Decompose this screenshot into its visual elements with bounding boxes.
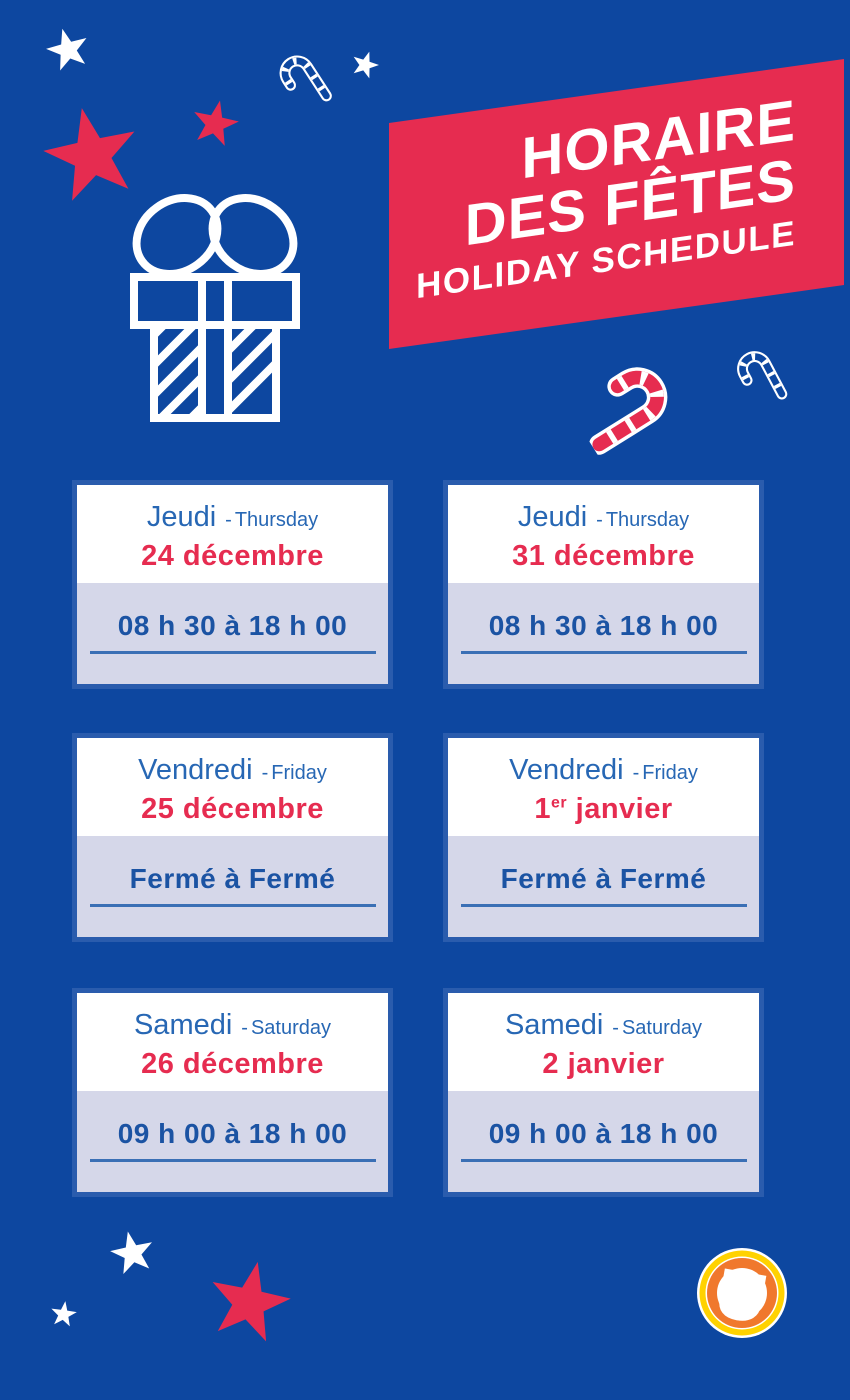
card-hours-section: 09 h 00 à 18 h 00 <box>448 1091 759 1192</box>
star-icon <box>188 95 243 148</box>
schedule-card-dec-24: Jeudi - Thursday 24 décembre 08 h 30 à 18 … <box>72 480 393 689</box>
date-label: 31 décembre <box>448 540 759 573</box>
day-fr: Jeudi <box>517 501 588 533</box>
schedule-card-dec-26: Samedi - Saturday 26 décembre 09 h 00 à 18… <box>72 988 393 1197</box>
hours-label: 08 h 30 à 18 h 00 <box>117 609 348 641</box>
star-icon <box>49 1299 79 1328</box>
day-fr: Samedi <box>504 1009 604 1041</box>
day-en: Friday <box>642 762 698 784</box>
day-en: Thursday <box>605 509 690 531</box>
date-ordinal: er <box>551 794 568 812</box>
card-header: Jeudi - Thursday 31 décembre <box>448 485 759 583</box>
date-text: 1 <box>534 793 551 825</box>
card-hours-section: 09 h 00 à 18 h 00 <box>77 1091 388 1192</box>
date-label: 24 décembre <box>77 540 388 573</box>
date-text: 2 janvier <box>542 1048 665 1080</box>
schedule-card-jan-1: Vendredi - Friday 1er janvier Fermé à Ferm… <box>443 733 764 942</box>
date-text-rest: janvier <box>567 793 673 825</box>
date-label: 25 décembre <box>77 793 388 826</box>
day-fr: Samedi <box>133 1009 233 1041</box>
card-header: Samedi - Saturday 2 janvier <box>448 993 759 1091</box>
date-text: 25 décembre <box>141 793 324 825</box>
date-label: 2 janvier <box>448 1048 759 1081</box>
card-header: Samedi - Saturday 26 décembre <box>77 993 388 1091</box>
date-text: 26 décembre <box>141 1048 324 1080</box>
day-separator: - <box>632 762 640 784</box>
candy-cane-icon <box>718 328 797 422</box>
day-en: Friday <box>271 762 327 784</box>
hours-underline <box>460 651 747 654</box>
star-icon <box>348 47 382 80</box>
day-label: Jeudi - Thursday <box>77 502 388 535</box>
card-hours-section: Fermé à Fermé <box>448 836 759 937</box>
candy-cane-icon <box>563 344 692 463</box>
day-en: Thursday <box>234 509 319 531</box>
day-label: Vendredi - Friday <box>448 755 759 788</box>
card-header: Vendredi - Friday 1er janvier <box>448 738 759 836</box>
gift-box-icon <box>130 194 300 422</box>
hours-underline <box>460 1159 747 1162</box>
schedule-card-dec-31: Jeudi - Thursday 31 décembre 08 h 30 à 18 … <box>443 480 764 689</box>
schedule-card-jan-2: Samedi - Saturday 2 janvier 09 h 00 à 18 h… <box>443 988 764 1197</box>
date-text: 24 décembre <box>141 540 324 572</box>
day-fr: Vendredi <box>138 754 253 786</box>
star-icon <box>106 1227 158 1276</box>
day-en: Saturday <box>250 1017 332 1039</box>
date-label: 26 décembre <box>77 1048 388 1081</box>
hours-label: 09 h 00 à 18 h 00 <box>117 1117 348 1149</box>
day-label: Vendredi - Friday <box>77 755 388 788</box>
u-brand-logo: U <box>697 1248 787 1339</box>
day-en: Saturday <box>621 1017 703 1039</box>
date-text: 31 décembre <box>512 540 695 572</box>
card-header: Vendredi - Friday 25 décembre <box>77 738 388 836</box>
day-label: Jeudi - Thursday <box>448 502 759 535</box>
hours-label: 09 h 00 à 18 h 00 <box>488 1117 719 1149</box>
hours-label: Fermé à Fermé <box>500 862 707 894</box>
card-hours-section: Fermé à Fermé <box>77 836 388 937</box>
day-fr: Vendredi <box>509 754 624 786</box>
day-separator: - <box>596 509 603 531</box>
day-label: Samedi - Saturday <box>448 1010 759 1043</box>
schedule-card-dec-25: Vendredi - Friday 25 décembre Fermé à Ferm… <box>72 733 393 942</box>
day-separator: - <box>261 762 269 784</box>
day-label: Samedi - Saturday <box>77 1010 388 1043</box>
card-hours-section: 08 h 30 à 18 h 00 <box>77 583 388 684</box>
hours-label: 08 h 30 à 18 h 00 <box>488 609 719 641</box>
card-hours-section: 08 h 30 à 18 h 00 <box>448 583 759 684</box>
hours-label: Fermé à Fermé <box>129 862 336 894</box>
hours-underline <box>460 904 747 907</box>
card-header: Jeudi - Thursday 24 décembre <box>77 485 388 583</box>
day-separator: - <box>225 509 232 531</box>
day-fr: Jeudi <box>146 501 217 533</box>
star-icon <box>202 1253 297 1345</box>
date-label: 1er janvier <box>448 793 759 826</box>
candy-cane-icon <box>259 32 342 126</box>
day-separator: - <box>241 1017 248 1039</box>
day-separator: - <box>612 1017 619 1039</box>
banner: HORAIRE DES FÊTES HOLIDAY SCHEDULE <box>389 59 844 349</box>
star-icon <box>42 23 93 73</box>
hours-underline <box>89 651 376 654</box>
hours-underline <box>89 1159 376 1162</box>
hours-underline <box>89 904 376 907</box>
